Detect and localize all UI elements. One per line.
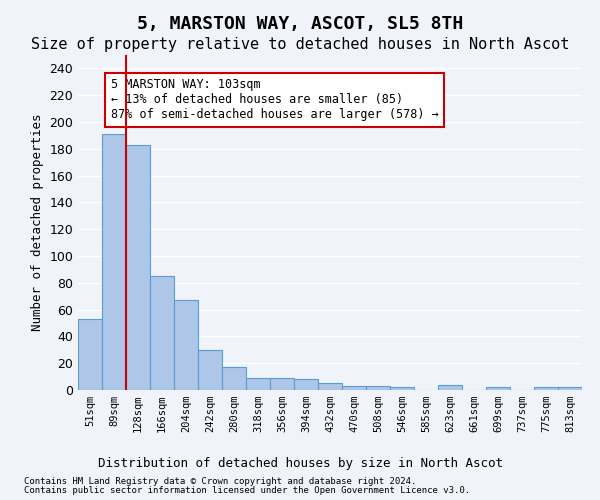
- Bar: [174, 300, 198, 390]
- Bar: [294, 380, 318, 390]
- Bar: [534, 388, 558, 390]
- Bar: [198, 350, 222, 390]
- Y-axis label: Number of detached properties: Number of detached properties: [31, 114, 44, 331]
- Text: Size of property relative to detached houses in North Ascot: Size of property relative to detached ho…: [31, 38, 569, 52]
- Bar: [126, 145, 150, 390]
- Text: Distribution of detached houses by size in North Ascot: Distribution of detached houses by size …: [97, 458, 503, 470]
- Bar: [390, 388, 414, 390]
- Bar: [342, 386, 366, 390]
- Text: 5, MARSTON WAY, ASCOT, SL5 8TH: 5, MARSTON WAY, ASCOT, SL5 8TH: [137, 15, 463, 33]
- Bar: [150, 276, 174, 390]
- Bar: [318, 384, 342, 390]
- Bar: [222, 367, 246, 390]
- Text: Contains HM Land Registry data © Crown copyright and database right 2024.: Contains HM Land Registry data © Crown c…: [24, 477, 416, 486]
- Bar: [558, 388, 582, 390]
- Bar: [366, 386, 390, 390]
- Bar: [270, 378, 294, 390]
- Bar: [78, 319, 102, 390]
- Text: 5 MARSTON WAY: 103sqm
← 13% of detached houses are smaller (85)
87% of semi-deta: 5 MARSTON WAY: 103sqm ← 13% of detached …: [111, 78, 439, 122]
- Bar: [438, 384, 462, 390]
- Text: Contains public sector information licensed under the Open Government Licence v3: Contains public sector information licen…: [24, 486, 470, 495]
- Bar: [246, 378, 270, 390]
- Bar: [486, 388, 510, 390]
- Bar: [102, 134, 126, 390]
